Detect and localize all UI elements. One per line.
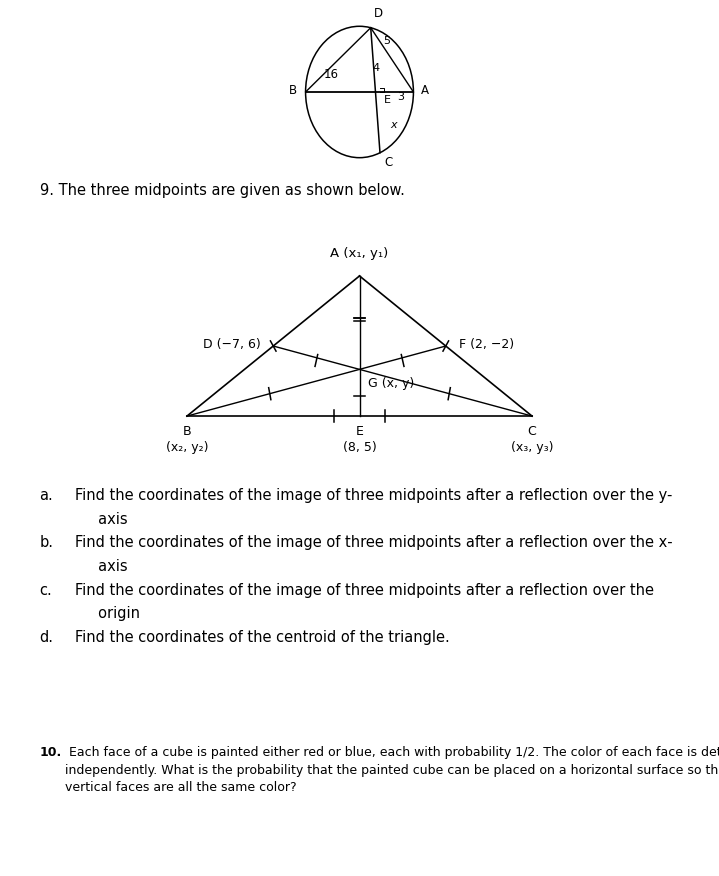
Text: 10.: 10. — [40, 746, 62, 759]
Text: Find the coordinates of the centroid of the triangle.: Find the coordinates of the centroid of … — [75, 630, 450, 645]
Text: G (x, y): G (x, y) — [368, 377, 414, 390]
Text: Each face of a cube is painted either red or blue, each with probability 1/2. Th: Each face of a cube is painted either re… — [65, 746, 719, 795]
Text: C: C — [528, 425, 536, 438]
Text: E: E — [356, 425, 363, 438]
Text: (8, 5): (8, 5) — [343, 441, 376, 454]
Text: c.: c. — [40, 583, 52, 597]
Text: d.: d. — [40, 630, 53, 645]
Text: (x₃, y₃): (x₃, y₃) — [510, 441, 554, 454]
Text: 9. The three midpoints are given as shown below.: 9. The three midpoints are given as show… — [40, 182, 404, 198]
Text: b.: b. — [40, 535, 53, 550]
Text: Find the coordinates of the image of three midpoints after a reflection over the: Find the coordinates of the image of thr… — [75, 535, 673, 550]
Text: D (−7, 6): D (−7, 6) — [203, 338, 260, 350]
Text: 4: 4 — [372, 63, 379, 73]
Text: E: E — [384, 95, 391, 105]
Text: a.: a. — [40, 488, 53, 503]
Text: A: A — [421, 84, 429, 96]
Text: A (x₁, y₁): A (x₁, y₁) — [330, 247, 389, 260]
Text: 3: 3 — [397, 92, 404, 102]
Text: Find the coordinates of the image of three midpoints after a reflection over the: Find the coordinates of the image of thr… — [75, 583, 654, 597]
Text: (x₂, y₂): (x₂, y₂) — [165, 441, 209, 454]
Text: axis: axis — [75, 512, 128, 526]
Text: C: C — [384, 156, 393, 169]
Text: 5: 5 — [384, 37, 390, 46]
Text: origin: origin — [75, 606, 140, 621]
Text: D: D — [374, 7, 383, 20]
Text: B: B — [289, 84, 297, 96]
Text: 16: 16 — [324, 67, 338, 81]
Text: B: B — [183, 425, 191, 438]
Text: F (2, −2): F (2, −2) — [459, 338, 514, 350]
Text: axis: axis — [75, 559, 128, 574]
Text: x: x — [390, 120, 397, 131]
Text: Find the coordinates of the image of three midpoints after a reflection over the: Find the coordinates of the image of thr… — [75, 488, 673, 503]
